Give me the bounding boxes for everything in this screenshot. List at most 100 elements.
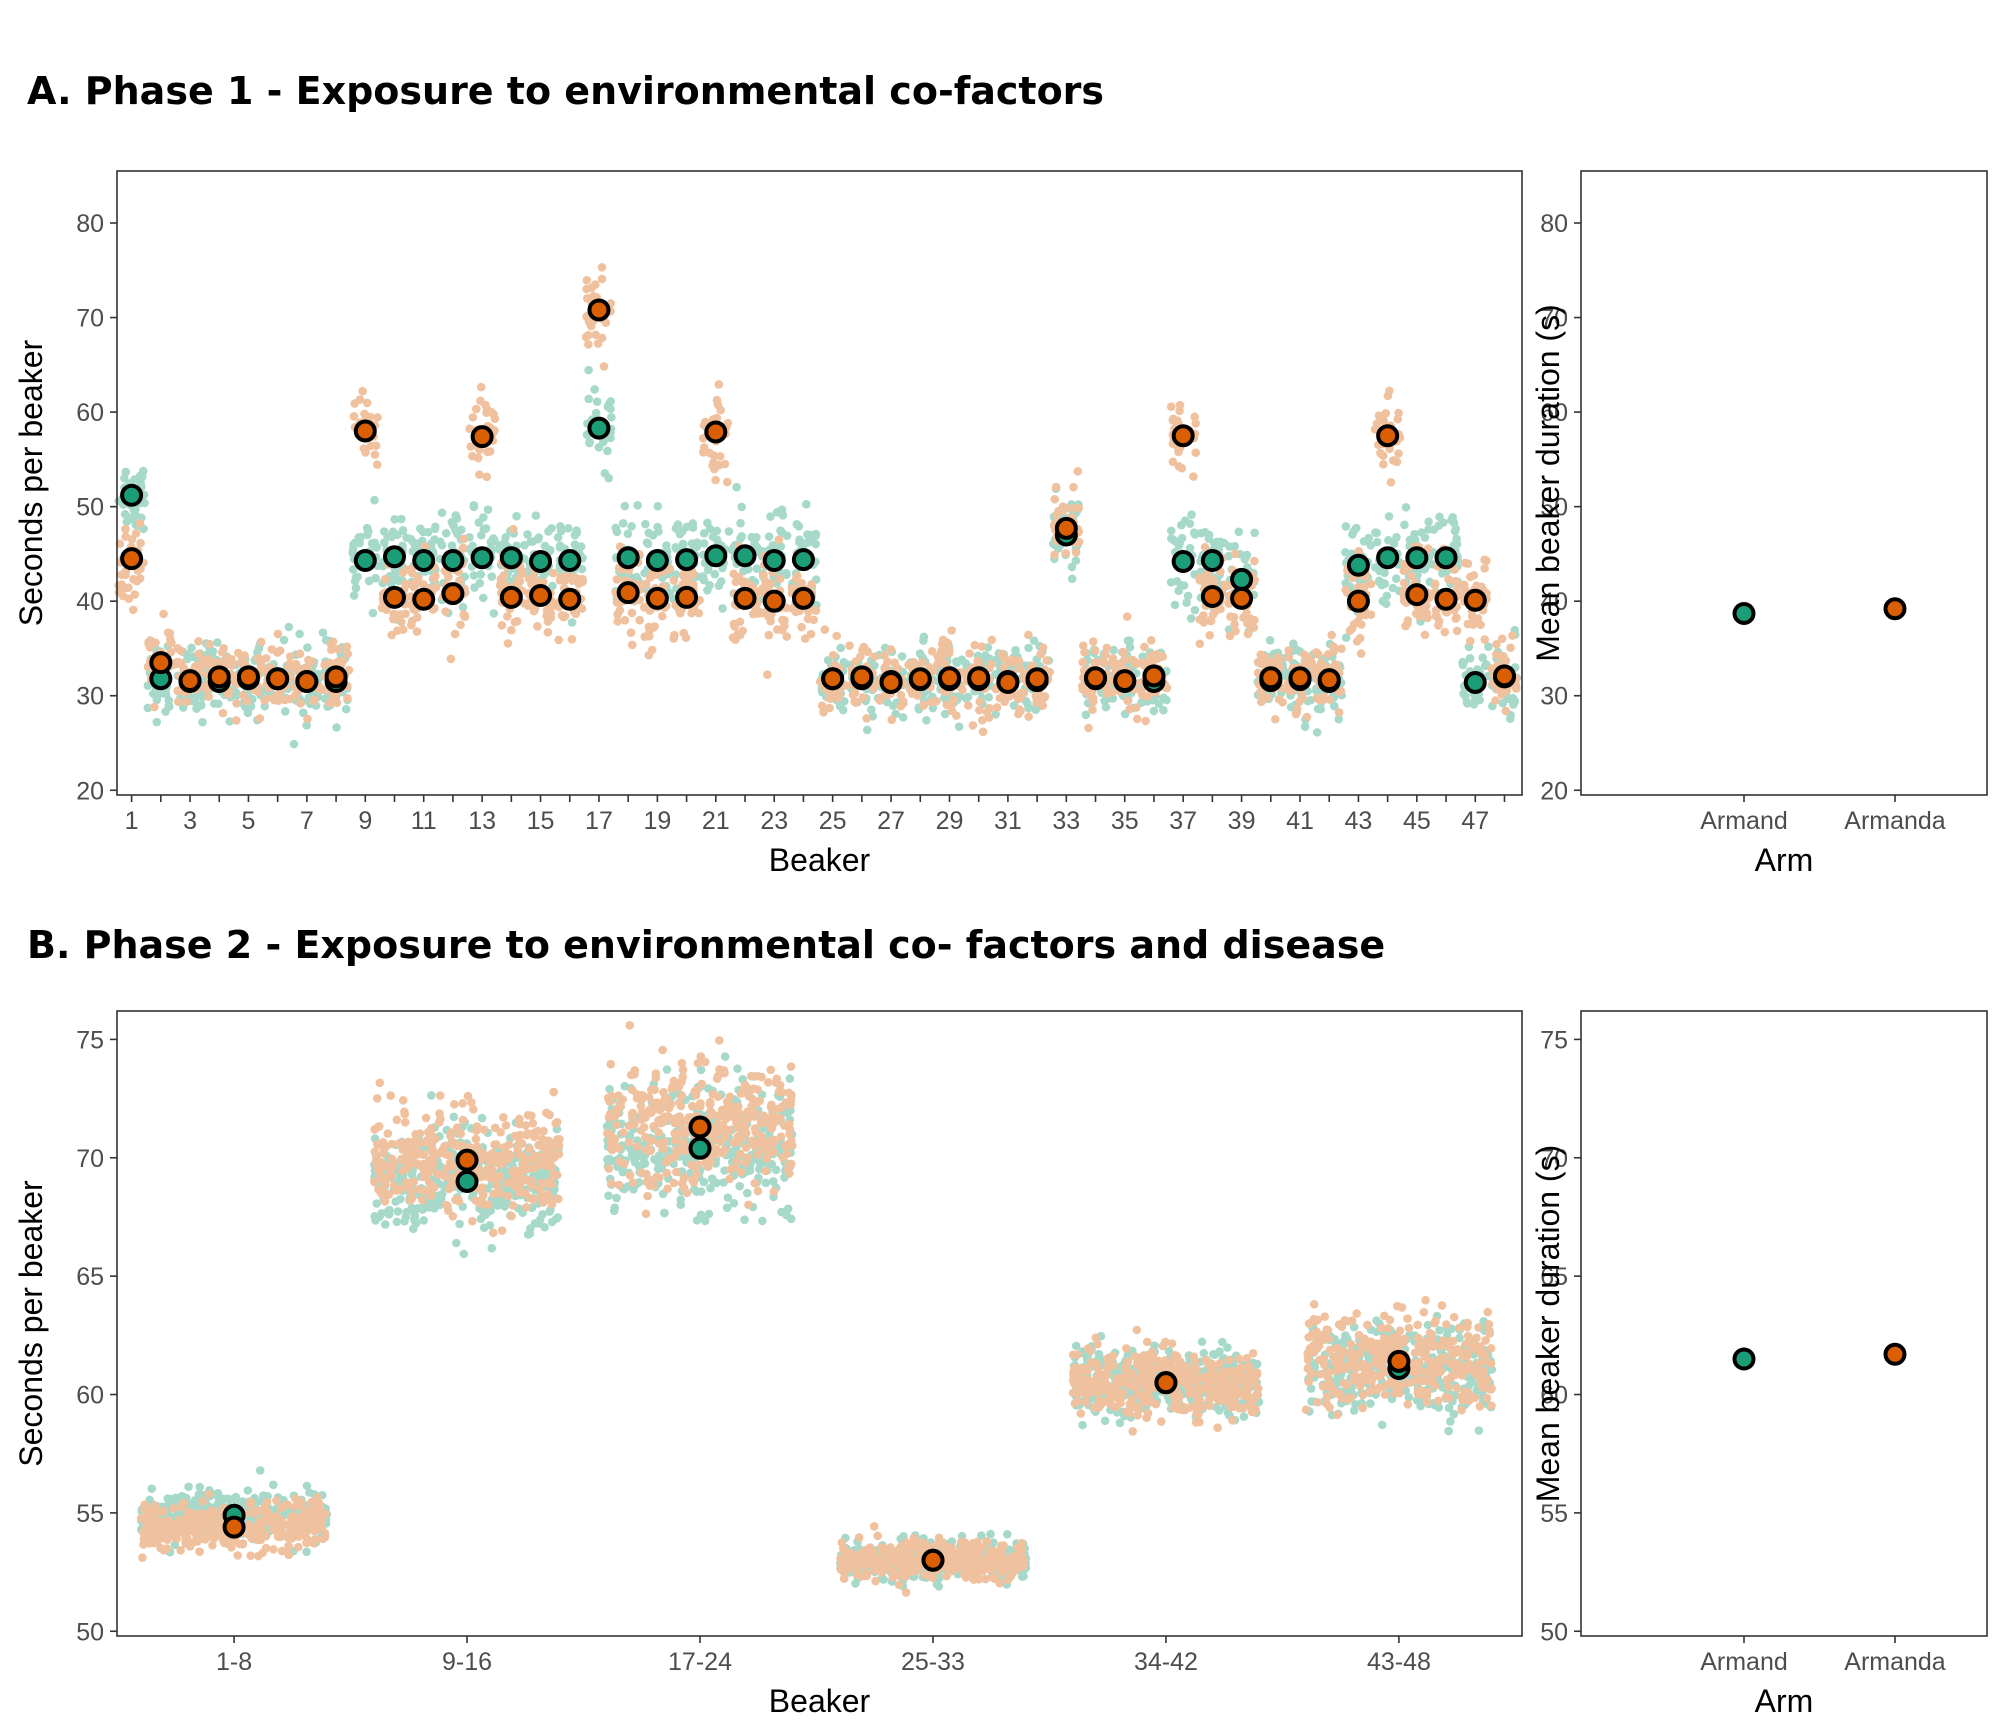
phase1-raw-point <box>1050 550 1059 560</box>
phase1-raw-point <box>303 643 312 652</box>
phase1-raw-point <box>351 583 361 593</box>
phase1-raw-point <box>413 539 423 548</box>
phase1-raw-point <box>1100 696 1109 706</box>
phase1-raw-point <box>385 571 395 581</box>
phase1-raw-point <box>572 528 582 537</box>
phase1-raw-point <box>233 648 243 658</box>
phase1-raw-point <box>811 575 821 584</box>
phase1-raw-point <box>1383 391 1393 401</box>
phase1-raw-point <box>698 448 708 457</box>
phase1-raw-point <box>1195 639 1205 649</box>
phase1-raw-point <box>854 657 863 667</box>
phase1-raw-point <box>336 650 346 659</box>
phase1-raw-point <box>758 584 767 593</box>
phase1-raw-point <box>603 446 612 456</box>
phase1-raw-point <box>284 622 294 632</box>
phase1-raw-point <box>1159 693 1168 703</box>
phase1-raw-point <box>644 528 654 538</box>
phase1-raw-point <box>1177 463 1187 473</box>
phase1-armanda-mean-point <box>1054 516 1078 540</box>
phase1-armanda-mean-point <box>266 667 290 691</box>
phase2-raw-point <box>396 1194 405 1204</box>
phase1-raw-point <box>412 627 422 636</box>
phase1-raw-point <box>710 569 720 579</box>
phase1-raw-point <box>1376 448 1385 458</box>
phase1-raw-point <box>932 696 941 706</box>
phase1-armanda-mean-point <box>675 585 699 609</box>
phase1-raw-point <box>253 715 262 725</box>
phase1-raw-point <box>218 708 228 718</box>
phase1-raw-point <box>782 570 791 580</box>
phase1-raw-point <box>817 687 827 697</box>
phase1-raw-point <box>1132 714 1142 724</box>
phase2-raw-point <box>768 1177 778 1186</box>
phase2-raw-point <box>375 1212 384 1222</box>
phase1-raw-point <box>1406 571 1416 581</box>
phase1-raw-point <box>481 524 491 533</box>
phase1-raw-point <box>1146 635 1156 645</box>
phase2-raw-point <box>435 1191 444 1200</box>
phase2-raw-point <box>426 1091 436 1100</box>
phase1-x-tick-label: 41 <box>1286 807 1314 835</box>
phase2-raw-point <box>372 1199 382 1208</box>
phase1-raw-point <box>577 564 587 574</box>
phase1-raw-point <box>1348 530 1357 539</box>
phase1-raw-point <box>681 571 691 580</box>
phase1-raw-point <box>418 527 428 537</box>
phase1-raw-point <box>310 695 319 704</box>
phase1-raw-point <box>444 572 453 582</box>
phase1-raw-point <box>1334 708 1344 717</box>
phase1-raw-point <box>523 566 532 576</box>
phase1-raw-point <box>1381 409 1391 418</box>
phase1-raw-point <box>714 380 724 389</box>
phase1-raw-point <box>682 522 692 532</box>
phase1-armanda-mean-point <box>382 585 406 609</box>
phase1-raw-point <box>675 525 684 535</box>
phase1-raw-point <box>752 533 761 542</box>
phase1-raw-point <box>196 700 206 710</box>
phase1-armanda-mean-point <box>149 651 173 675</box>
phase1-raw-point <box>692 542 701 552</box>
phase1-raw-point <box>163 641 173 651</box>
phase1-raw-point <box>729 569 738 579</box>
phase1-raw-point <box>1229 612 1239 622</box>
phase2-raw-point <box>408 1224 418 1234</box>
phase1-raw-point <box>556 571 566 581</box>
phase1-armanda-mean-point <box>441 582 465 606</box>
phase1-raw-point <box>1366 579 1376 589</box>
phase1-raw-point <box>554 635 563 645</box>
phase1-raw-point <box>231 687 241 697</box>
phase1-raw-point <box>468 541 477 551</box>
phase1-raw-point <box>1420 630 1430 640</box>
phase1-raw-point <box>401 609 410 619</box>
phase1-raw-point <box>880 643 890 653</box>
phase1-raw-point <box>256 660 266 669</box>
phase1-raw-point <box>1508 631 1517 640</box>
phase1-raw-point <box>937 646 946 656</box>
phase1-arm-y-axis-title: Mean beaker duration (s) <box>1530 304 1566 662</box>
phase1-raw-point <box>349 591 359 600</box>
phase1-raw-point <box>1319 692 1328 702</box>
phase1-raw-point <box>1234 527 1244 537</box>
phase1-armanda-mean-point <box>207 665 231 689</box>
phase2-raw-point <box>255 1466 265 1475</box>
phase1-raw-point <box>130 590 140 599</box>
phase1-raw-point <box>526 537 536 546</box>
phase1-raw-point <box>450 629 460 639</box>
phase1-raw-point <box>179 703 188 712</box>
phase1-raw-point <box>604 473 614 483</box>
phase1-raw-point <box>482 472 492 482</box>
phase1-raw-point <box>604 399 614 409</box>
phase1-raw-point <box>282 661 292 671</box>
phase1-raw-point <box>159 609 168 619</box>
phase1-raw-point <box>1501 706 1511 716</box>
phase2-raw-point <box>1239 1412 1249 1421</box>
phase1-raw-point <box>708 461 717 471</box>
phase1-raw-point <box>131 510 140 520</box>
phase1-raw-point <box>1061 549 1071 558</box>
phase1-raw-point <box>633 501 642 510</box>
phase1-raw-point <box>712 395 722 405</box>
phase1-arm-armand-mean-point <box>1732 601 1756 625</box>
phase1-raw-point <box>801 499 811 509</box>
